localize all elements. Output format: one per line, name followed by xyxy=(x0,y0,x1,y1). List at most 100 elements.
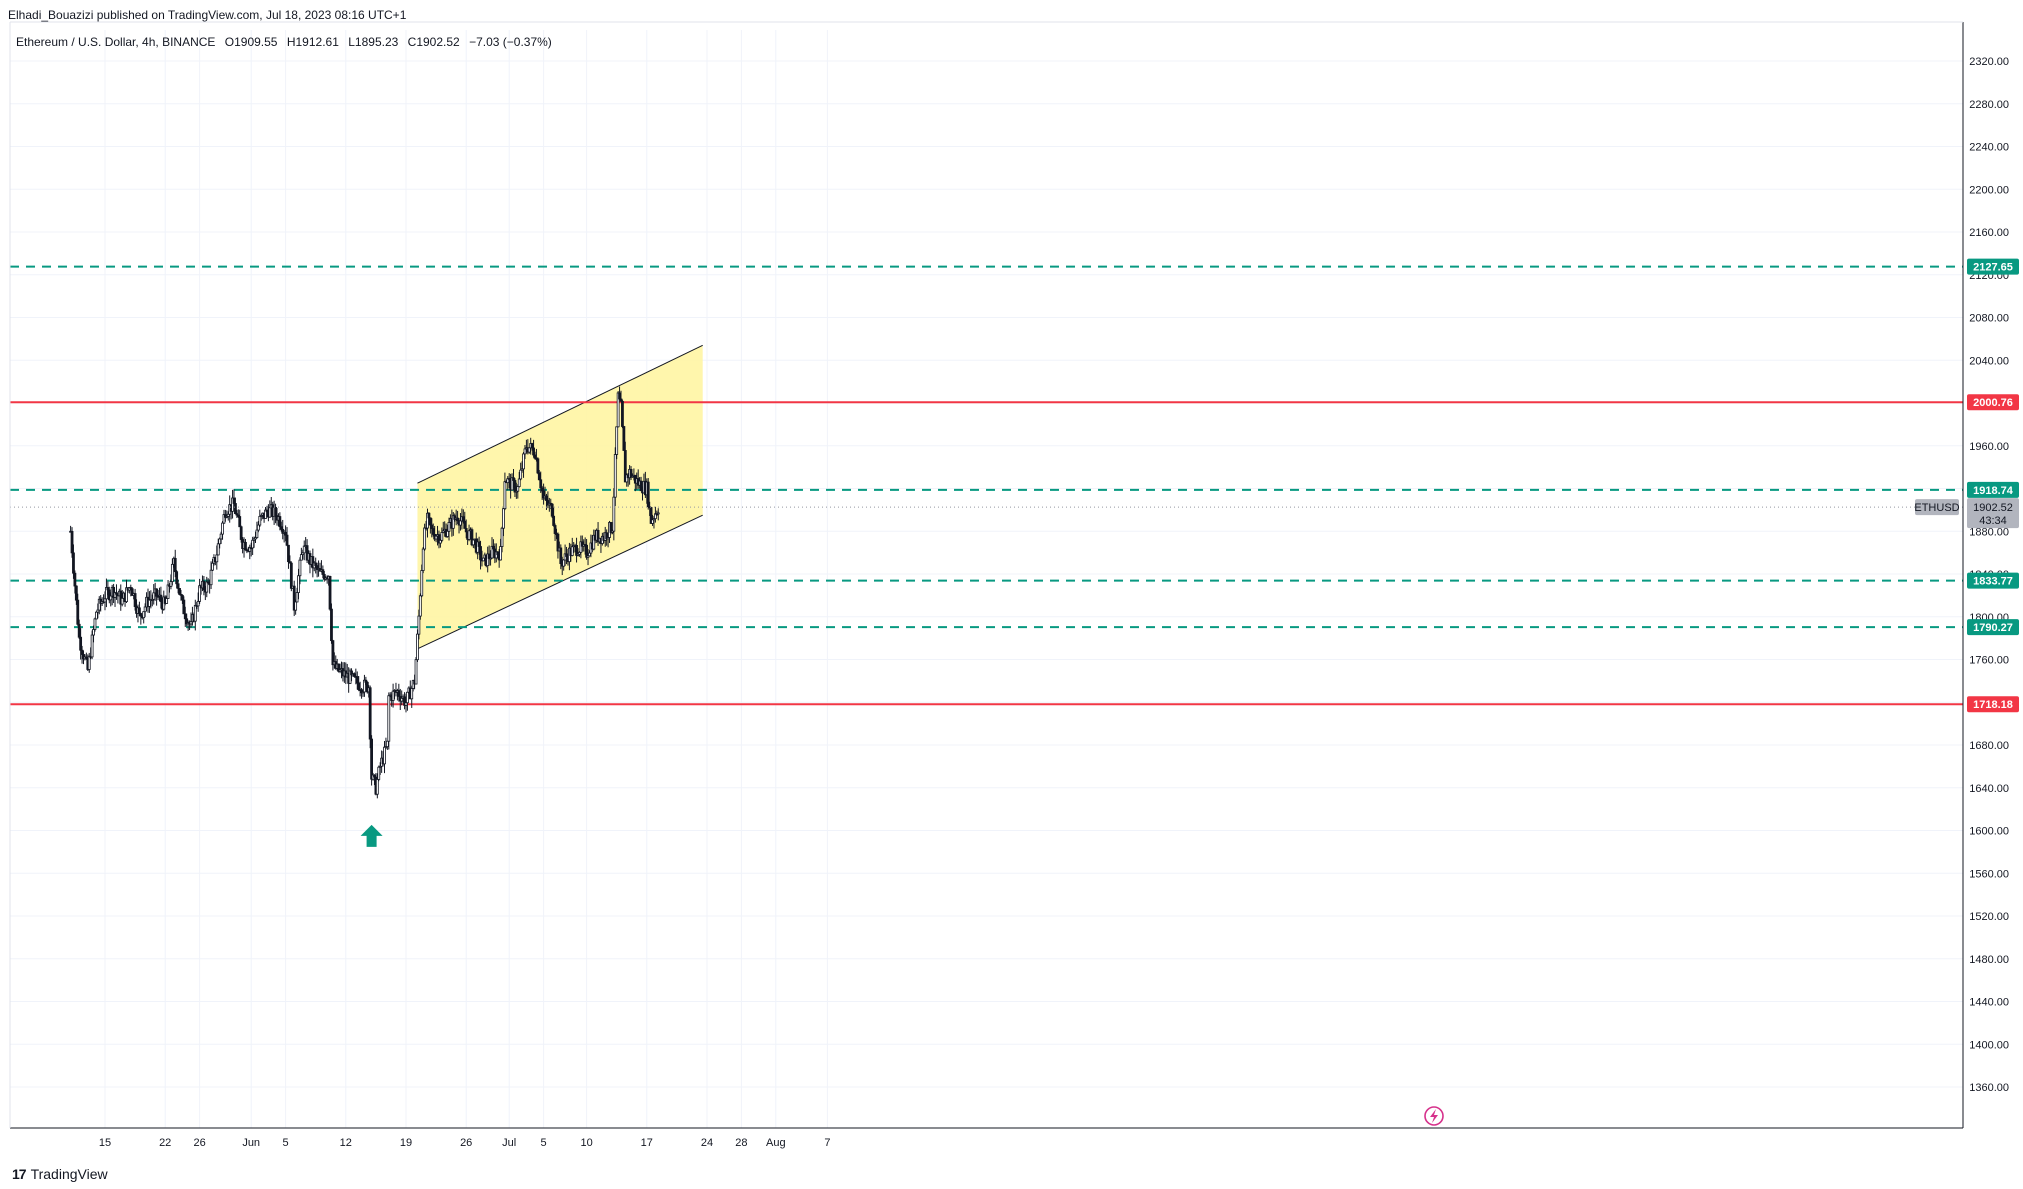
candle-body-down xyxy=(274,506,277,517)
y-tick-label: 2240.00 xyxy=(1969,142,2009,154)
candle-body-down xyxy=(540,487,544,492)
candle-body-up xyxy=(255,529,259,538)
candle xyxy=(289,561,293,592)
candle-body-up xyxy=(219,533,223,540)
x-tick-label: 5 xyxy=(283,1137,289,1149)
candle-body-up xyxy=(92,629,95,636)
candle-body-down xyxy=(605,532,609,540)
candle-body-up xyxy=(562,559,566,567)
ascending-channel[interactable] xyxy=(417,344,703,650)
candle xyxy=(256,521,260,533)
candle-body-down xyxy=(623,450,627,483)
candle xyxy=(464,519,468,539)
level-price-label: 1790.27 xyxy=(1973,622,2013,634)
candle xyxy=(119,584,123,611)
candle-body-down xyxy=(137,607,141,614)
symbol-tag-label: ETHUSD xyxy=(1914,502,1959,514)
candle xyxy=(416,629,419,662)
tradingview-brand[interactable]: 17 TradingView xyxy=(12,1166,108,1182)
candle-body-up xyxy=(446,530,449,537)
candle xyxy=(294,599,298,615)
candle xyxy=(596,522,600,546)
candle-body-up xyxy=(258,515,262,526)
candle-body-up xyxy=(459,520,462,526)
candle-body-up xyxy=(391,690,395,701)
candle xyxy=(232,489,236,504)
candle xyxy=(427,512,431,525)
candle-body-down xyxy=(646,481,650,508)
candle xyxy=(176,579,180,594)
tradingview-logo-icon: 17 xyxy=(12,1166,27,1182)
candle-body-down xyxy=(159,594,163,602)
candle xyxy=(370,735,374,786)
candle xyxy=(70,527,74,558)
candle-body-down xyxy=(173,557,177,573)
candle-body-down xyxy=(279,526,283,530)
candle xyxy=(403,692,406,710)
high-label: H xyxy=(286,35,296,49)
y-tick-label: 1440.00 xyxy=(1969,997,2009,1009)
candle xyxy=(470,527,474,547)
level-price-label: 2127.65 xyxy=(1973,262,2013,274)
candle xyxy=(205,576,209,598)
candle xyxy=(532,439,535,458)
candle-body-down xyxy=(430,524,434,529)
candle xyxy=(375,773,379,799)
candle xyxy=(639,476,643,492)
candle-body-down xyxy=(559,547,563,565)
y-tick-label: 1400.00 xyxy=(1969,1039,2009,1051)
candle xyxy=(586,549,590,566)
candle xyxy=(490,537,494,559)
y-tick-label: 2320.00 xyxy=(1969,56,2009,68)
replay-icon[interactable] xyxy=(1424,1106,1444,1126)
candle xyxy=(74,585,78,605)
candle-body-up xyxy=(221,522,224,535)
candle xyxy=(423,523,427,551)
candle-body-up xyxy=(298,559,302,577)
y-tick-label: 2160.00 xyxy=(1969,227,2009,239)
candle-body-down xyxy=(139,613,143,617)
candle-body-down xyxy=(536,458,540,474)
candle xyxy=(105,578,108,608)
candle-body-down xyxy=(357,682,361,691)
symbol-tag xyxy=(1915,499,1959,516)
candle-body-down xyxy=(244,541,247,551)
candle-body-down xyxy=(180,594,184,601)
change-value: −7.03 (−0.37%) xyxy=(469,35,552,49)
candle-body-up xyxy=(503,481,507,510)
candle xyxy=(238,509,242,528)
candle-body-down xyxy=(76,599,80,625)
current-price-tag xyxy=(1967,498,2019,529)
candle-body-up xyxy=(423,527,427,550)
x-tick-label: Jul xyxy=(502,1137,516,1149)
candle-body-down xyxy=(232,497,236,504)
candle-body-down xyxy=(512,477,515,481)
candle xyxy=(406,691,409,711)
candle-body-down xyxy=(289,562,293,589)
candle-body-up xyxy=(218,538,222,545)
level-price-tag xyxy=(1967,394,2019,411)
candle xyxy=(268,500,272,518)
candle xyxy=(363,674,366,697)
candle-body-down xyxy=(330,608,333,642)
candle-body-up xyxy=(165,598,169,604)
candle xyxy=(417,609,421,640)
candle xyxy=(221,521,224,540)
x-tick-label: Jun xyxy=(242,1137,260,1149)
candle xyxy=(209,561,213,590)
x-tick-label: 7 xyxy=(824,1137,830,1149)
candle-body-down xyxy=(328,575,332,610)
symbol-legend: Ethereum / U.S. Dollar, 4h, BINANCE O190… xyxy=(16,33,552,51)
candle-body-down xyxy=(175,571,179,585)
y-tick-label: 2080.00 xyxy=(1969,313,2009,325)
candle-body-down xyxy=(609,522,613,533)
candle-body-up xyxy=(499,546,503,561)
horizontal-levels[interactable] xyxy=(10,265,1963,706)
x-tick-label: 24 xyxy=(701,1137,713,1149)
candle-body-up xyxy=(193,604,197,622)
candle xyxy=(90,630,94,660)
candle xyxy=(175,570,179,589)
candle-body-down xyxy=(537,472,541,481)
candle xyxy=(198,578,202,605)
